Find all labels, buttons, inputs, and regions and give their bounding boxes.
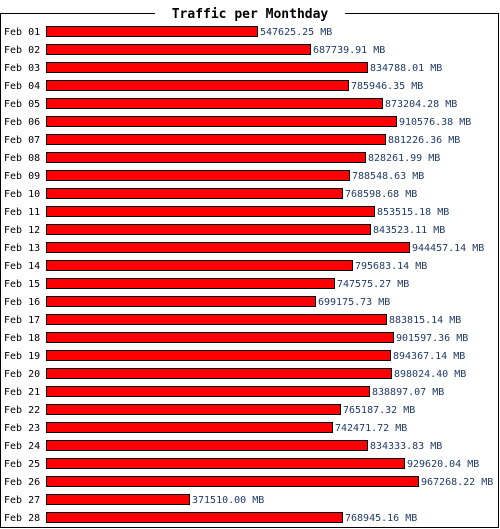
category-label: Feb 06 [4, 117, 40, 128]
value-label: 967268.22 MB [421, 477, 493, 488]
bar [46, 314, 387, 325]
value-label: 838897.07 MB [372, 387, 444, 398]
category-label: Feb 02 [4, 45, 40, 56]
category-label: Feb 26 [4, 477, 40, 488]
value-label: 853515.18 MB [377, 207, 449, 218]
title-background [155, 5, 345, 22]
category-label: Feb 07 [4, 135, 40, 146]
value-label: 898024.40 MB [394, 369, 466, 380]
value-label: 768598.68 MB [345, 189, 417, 200]
value-label: 785946.35 MB [351, 81, 423, 92]
value-label: 910576.38 MB [399, 117, 471, 128]
bar [46, 188, 343, 199]
bar [46, 512, 343, 523]
chart-title: Traffic per Monthday [172, 7, 329, 22]
bar [46, 206, 375, 217]
bar [46, 476, 419, 487]
bar [46, 26, 258, 37]
bar [46, 80, 349, 91]
category-label: Feb 18 [4, 333, 40, 344]
category-label: Feb 03 [4, 63, 40, 74]
category-label: Feb 16 [4, 297, 40, 308]
value-label: 768945.16 MB [345, 513, 417, 524]
bar [46, 386, 370, 397]
bar [46, 494, 190, 505]
value-label: 881226.36 MB [388, 135, 460, 146]
value-label: 944457.14 MB [412, 243, 484, 254]
bar [46, 350, 391, 361]
bar [46, 170, 350, 181]
bar [46, 422, 333, 433]
bar [46, 116, 397, 127]
category-label: Feb 05 [4, 99, 40, 110]
value-label: 929620.04 MB [407, 459, 479, 470]
bar [46, 404, 341, 415]
value-label: 788548.63 MB [352, 171, 424, 182]
value-label: 371510.00 MB [192, 495, 264, 506]
value-label: 883815.14 MB [389, 315, 461, 326]
bar [46, 152, 366, 163]
value-label: 687739.91 MB [313, 45, 385, 56]
category-label: Feb 21 [4, 387, 40, 398]
value-label: 742471.72 MB [335, 423, 407, 434]
category-label: Feb 20 [4, 369, 40, 380]
bar [46, 98, 383, 109]
value-label: 894367.14 MB [393, 351, 465, 362]
bar [46, 62, 368, 73]
value-label: 901597.36 MB [396, 333, 468, 344]
category-label: Feb 09 [4, 171, 40, 182]
category-label: Feb 23 [4, 423, 40, 434]
value-label: 795683.14 MB [355, 261, 427, 272]
bar [46, 332, 394, 343]
category-label: Feb 04 [4, 81, 40, 92]
bar [46, 224, 371, 235]
bar [46, 44, 311, 55]
bar [46, 134, 386, 145]
value-label: 873204.28 MB [385, 99, 457, 110]
category-label: Feb 08 [4, 153, 40, 164]
category-label: Feb 17 [4, 315, 40, 326]
value-label: 843523.11 MB [373, 225, 445, 236]
category-label: Feb 13 [4, 243, 40, 254]
category-label: Feb 15 [4, 279, 40, 290]
category-label: Feb 14 [4, 261, 40, 272]
category-label: Feb 28 [4, 513, 40, 524]
value-label: 547625.25 MB [260, 27, 332, 38]
bar [46, 242, 410, 253]
bar [46, 458, 405, 469]
value-label: 699175.73 MB [318, 297, 390, 308]
bar [46, 296, 316, 307]
bar [46, 260, 353, 271]
category-label: Feb 11 [4, 207, 40, 218]
value-label: 834333.83 MB [370, 441, 442, 452]
bar [46, 368, 392, 379]
category-label: Feb 19 [4, 351, 40, 362]
category-label: Feb 12 [4, 225, 40, 236]
category-label: Feb 24 [4, 441, 40, 452]
bar-rows: Feb 01 547625.25 MB Feb 02 687739.91 MB Feb … [4, 26, 493, 524]
value-label: 747575.27 MB [337, 279, 409, 290]
value-label: 765187.32 MB [343, 405, 415, 416]
value-label: 834788.01 MB [370, 63, 442, 74]
category-label: Feb 27 [4, 495, 40, 506]
value-label: 828261.99 MB [368, 153, 440, 164]
category-label: Feb 01 [4, 27, 40, 38]
bar [46, 440, 368, 451]
category-label: Feb 25 [4, 459, 40, 470]
category-label: Feb 22 [4, 405, 40, 416]
category-label: Feb 10 [4, 189, 40, 200]
bar [46, 278, 335, 289]
